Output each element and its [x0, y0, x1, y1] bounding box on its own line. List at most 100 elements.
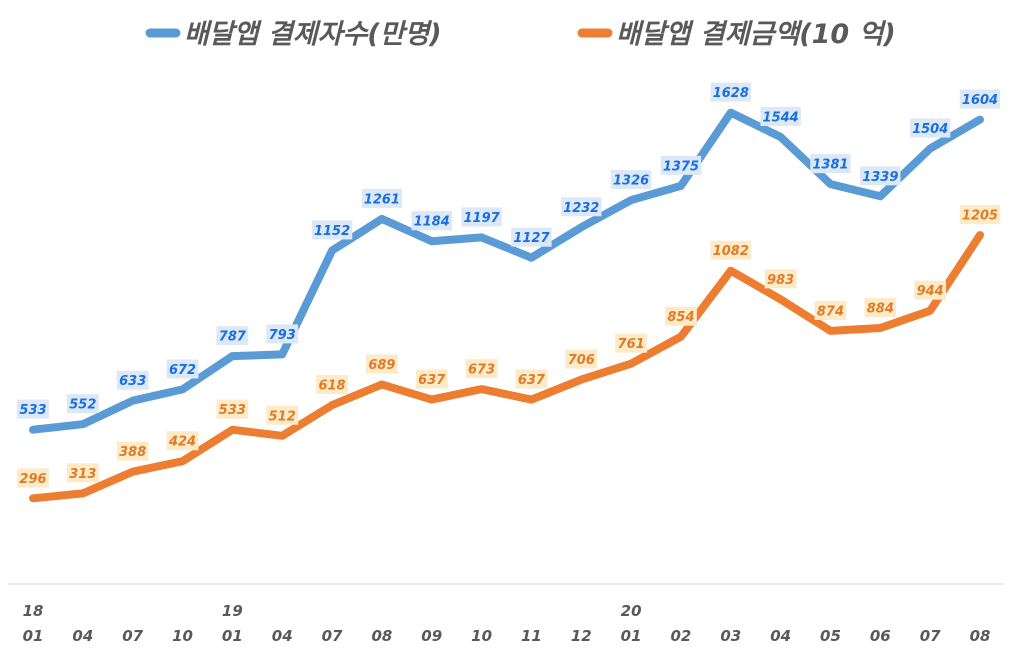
- legend: 배달앱 결제자수(만명) 배달앱 결제금액(10 억): [145, 19, 896, 50]
- data-label-bg: [665, 306, 697, 326]
- data-label: 983: [764, 269, 797, 289]
- data-label: 884: [864, 298, 897, 318]
- data-label-text: 1082: [713, 244, 749, 259]
- data-label-bg: [116, 370, 149, 390]
- data-label: 633: [116, 370, 149, 390]
- data-label-text: 1339: [862, 170, 898, 185]
- x-tick-year: 18: [23, 602, 44, 620]
- data-label-text: 1504: [912, 122, 948, 137]
- data-label: 512: [266, 405, 299, 425]
- data-label-text: 673: [468, 363, 495, 378]
- x-tick-month: 12: [571, 627, 592, 645]
- data-label-bg: [764, 269, 797, 289]
- x-tick-month: 09: [421, 627, 442, 645]
- data-label-bg: [266, 405, 299, 425]
- x-tick-month: 03: [720, 627, 741, 645]
- data-label-bg: [216, 326, 249, 346]
- data-label-text: 552: [69, 398, 96, 413]
- series-line-0: [29, 108, 984, 434]
- x-tick-month: 04: [272, 627, 293, 645]
- data-label: 296: [17, 468, 49, 488]
- data-label: 1232: [561, 197, 602, 217]
- data-label-text: 1375: [663, 159, 699, 174]
- data-label-bg: [166, 431, 199, 451]
- data-label-bg: [216, 399, 249, 419]
- data-label-text: 1326: [613, 174, 649, 189]
- data-label-text: 388: [119, 445, 146, 460]
- x-tick-month: 11: [521, 627, 542, 645]
- data-label-bg: [660, 155, 702, 175]
- data-label-text: 706: [568, 353, 595, 368]
- data-label-bg: [316, 375, 348, 395]
- x-tick-month: 04: [770, 627, 791, 645]
- data-label: 388: [116, 441, 149, 461]
- data-label-bg: [66, 394, 99, 414]
- data-label-text: 689: [368, 358, 395, 373]
- data-label-bg: [266, 324, 299, 344]
- data-label-bg: [814, 300, 847, 320]
- data-label-text: 793: [269, 328, 296, 343]
- data-label: 1339: [860, 166, 901, 186]
- data-label-text: 787: [219, 330, 247, 345]
- data-label-bg: [710, 240, 751, 260]
- x-tick-month: 08: [970, 627, 991, 645]
- x-tick-month: 01: [621, 627, 642, 645]
- x-tick-month: 07: [322, 627, 343, 645]
- data-label: 637: [415, 369, 448, 389]
- data-label: 793: [266, 324, 299, 344]
- x-tick-month: 06: [870, 627, 891, 645]
- data-label: 1197: [461, 207, 502, 227]
- data-label: 874: [814, 300, 847, 320]
- data-label-bg: [515, 369, 548, 389]
- data-label-bg: [365, 354, 398, 374]
- data-label-text: 512: [269, 409, 296, 424]
- data-label: 944: [914, 280, 947, 300]
- data-label: 1152: [311, 220, 353, 240]
- data-label: 1261: [361, 188, 403, 208]
- data-label-text: 533: [19, 403, 46, 418]
- data-label-bg: [415, 369, 448, 389]
- x-tick-month: 01: [222, 627, 243, 645]
- legend-item-1: 배달앱 결제금액(10 억): [577, 19, 896, 50]
- data-label-text: 672: [169, 363, 196, 378]
- legend-item-0: 배달앱 결제자수(만명): [145, 19, 442, 50]
- data-label-bg: [17, 468, 49, 488]
- data-label: 1381: [810, 154, 851, 174]
- data-label: 1604: [959, 89, 1001, 109]
- x-tick-month: 04: [72, 627, 93, 645]
- series-line-1: [29, 231, 984, 503]
- data-label-text: 533: [219, 403, 246, 418]
- data-label-bg: [615, 333, 648, 353]
- data-label: 552: [66, 394, 99, 414]
- data-label-bg: [909, 118, 951, 138]
- data-label-text: 313: [69, 467, 96, 482]
- data-label-bg: [17, 399, 49, 419]
- data-label-bg: [411, 211, 452, 231]
- x-tick-year: 20: [621, 602, 642, 620]
- data-label-bg: [561, 197, 602, 217]
- data-label-bg: [361, 188, 403, 208]
- data-label: 673: [465, 359, 498, 379]
- data-label-text: 637: [518, 373, 546, 388]
- data-label: 1375: [660, 155, 702, 175]
- data-label-bg: [914, 280, 947, 300]
- data-label-text: 983: [767, 273, 794, 288]
- data-label-bg: [461, 207, 502, 227]
- x-tick-month: 05: [820, 627, 841, 645]
- data-label-text: 1628: [713, 86, 749, 101]
- data-label-bg: [116, 441, 149, 461]
- data-label: 1184: [411, 211, 452, 231]
- data-label-bg: [860, 166, 901, 186]
- data-label-bg: [760, 106, 801, 126]
- data-label: 424: [166, 431, 199, 451]
- data-label-bg: [864, 298, 897, 318]
- x-tick-month: 07: [122, 627, 143, 645]
- data-label: 1326: [610, 170, 652, 190]
- data-label-text: 633: [119, 374, 146, 389]
- data-label-text: 1184: [414, 215, 450, 230]
- data-label: 533: [216, 399, 249, 419]
- data-label-text: 1544: [763, 110, 799, 125]
- data-label-text: 1381: [812, 158, 848, 173]
- data-label-text: 1604: [962, 93, 998, 108]
